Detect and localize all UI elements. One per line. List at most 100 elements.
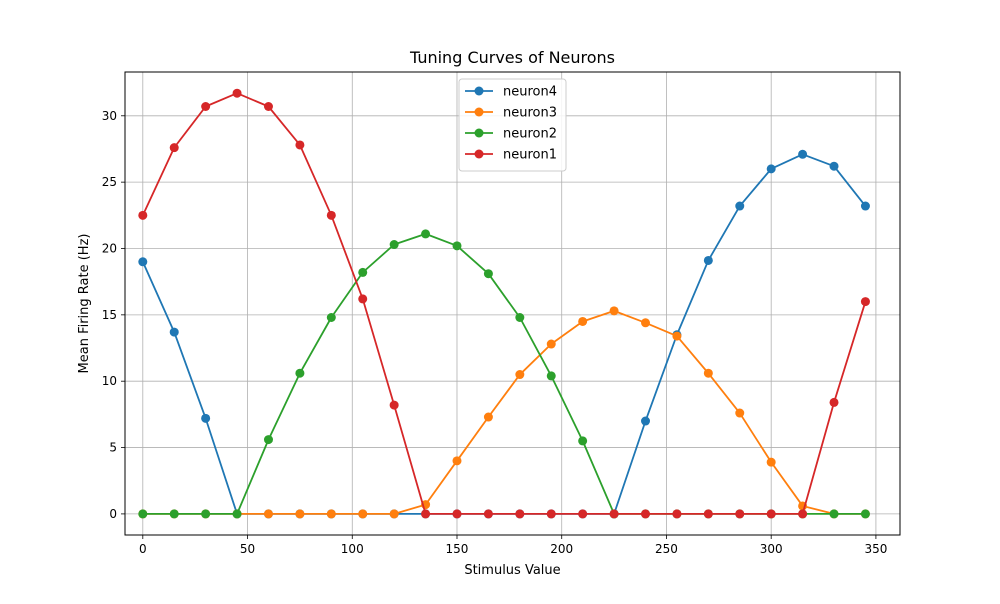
data-point <box>389 240 399 250</box>
data-point <box>389 509 399 519</box>
data-point <box>326 210 336 220</box>
plot-frame <box>124 71 901 536</box>
data-point <box>735 408 745 418</box>
x-tick-label: 100 <box>341 542 364 556</box>
legend-entry: neuron4 <box>465 85 557 100</box>
legend-swatch-marker <box>474 86 484 96</box>
x-tick-label: 300 <box>760 542 783 556</box>
data-point <box>798 149 808 159</box>
x-tick-label: 150 <box>446 542 469 556</box>
data-point <box>515 509 525 519</box>
data-point <box>766 509 776 519</box>
data-point <box>421 229 431 239</box>
y-tick-label: 20 <box>102 241 117 255</box>
data-point <box>672 331 682 341</box>
data-point <box>452 509 462 519</box>
series-neuron1 <box>138 88 870 519</box>
data-point <box>798 509 808 519</box>
y-axis-label: Mean Firing Rate (Hz) <box>77 234 92 374</box>
data-point <box>703 255 713 265</box>
legend-swatch-marker <box>474 107 484 117</box>
axis-ticks: 0 50 100 150 200 250 300 350 0 5 10 15 20 25 30 <box>102 109 888 556</box>
data-point <box>232 88 242 98</box>
data-point <box>138 210 148 220</box>
data-point <box>452 456 462 466</box>
data-point <box>735 201 745 211</box>
series-lines <box>138 88 870 519</box>
data-point <box>138 257 148 267</box>
series-line <box>142 309 866 515</box>
legend-box <box>458 78 567 172</box>
data-point <box>326 313 336 323</box>
data-point <box>641 318 651 328</box>
data-point <box>860 297 870 307</box>
data-point <box>358 267 368 277</box>
data-point <box>703 368 713 378</box>
data-point <box>389 400 399 410</box>
legend-swatch-marker <box>474 149 484 159</box>
data-point <box>515 313 525 323</box>
data-point <box>201 413 211 423</box>
data-point <box>483 509 493 519</box>
legend-entry: neuron2 <box>465 127 557 142</box>
data-point <box>546 509 556 519</box>
legend-entry: neuron1 <box>465 148 557 163</box>
data-point <box>672 509 682 519</box>
data-point <box>169 143 179 153</box>
y-tick-label: 25 <box>102 175 117 189</box>
data-point <box>263 435 273 445</box>
data-point <box>546 371 556 381</box>
series-line <box>141 92 867 515</box>
data-point <box>452 241 462 251</box>
data-point <box>421 509 431 519</box>
data-point <box>326 509 336 519</box>
legend-label: neuron1 <box>503 148 557 163</box>
data-point <box>735 509 745 519</box>
data-point <box>766 457 776 467</box>
data-point <box>169 509 179 519</box>
legend-label: neuron2 <box>503 127 557 142</box>
data-point <box>263 509 273 519</box>
data-point <box>295 140 305 150</box>
chart-title: Tuning Curves of Neurons <box>409 48 615 67</box>
data-point <box>829 161 839 171</box>
x-tick-label: 0 <box>139 542 147 556</box>
series-neuron2 <box>138 229 870 519</box>
data-point <box>201 509 211 519</box>
data-point <box>201 102 211 112</box>
data-point <box>860 201 870 211</box>
data-point <box>169 327 179 337</box>
data-point <box>641 509 651 519</box>
x-axis-label: Stimulus Value <box>464 563 560 578</box>
legend-label: neuron3 <box>503 106 557 121</box>
data-point <box>483 412 493 422</box>
data-point <box>295 509 305 519</box>
legend-entry: neuron3 <box>465 106 557 121</box>
x-tick-label: 350 <box>864 542 887 556</box>
legend: neuron4 neuron3 neuron2 neuron1 <box>458 78 567 172</box>
x-tick-label: 200 <box>550 542 573 556</box>
data-point <box>263 102 273 112</box>
legend-swatch-marker <box>474 128 484 138</box>
data-point <box>578 436 588 446</box>
data-point <box>641 416 651 426</box>
data-point <box>609 306 619 316</box>
data-point <box>358 294 368 304</box>
data-point <box>138 509 148 519</box>
x-tick-label: 50 <box>240 542 255 556</box>
data-point <box>609 509 619 519</box>
data-point <box>232 509 242 519</box>
data-point <box>703 509 713 519</box>
data-point <box>829 397 839 407</box>
y-tick-label: 30 <box>102 109 117 123</box>
x-tick-label: 250 <box>655 542 678 556</box>
data-point <box>546 339 556 349</box>
y-tick-label: 15 <box>102 308 117 322</box>
data-point <box>295 368 305 378</box>
data-point <box>766 164 776 174</box>
data-point <box>358 509 368 519</box>
data-point <box>860 509 870 519</box>
data-point <box>578 316 588 326</box>
